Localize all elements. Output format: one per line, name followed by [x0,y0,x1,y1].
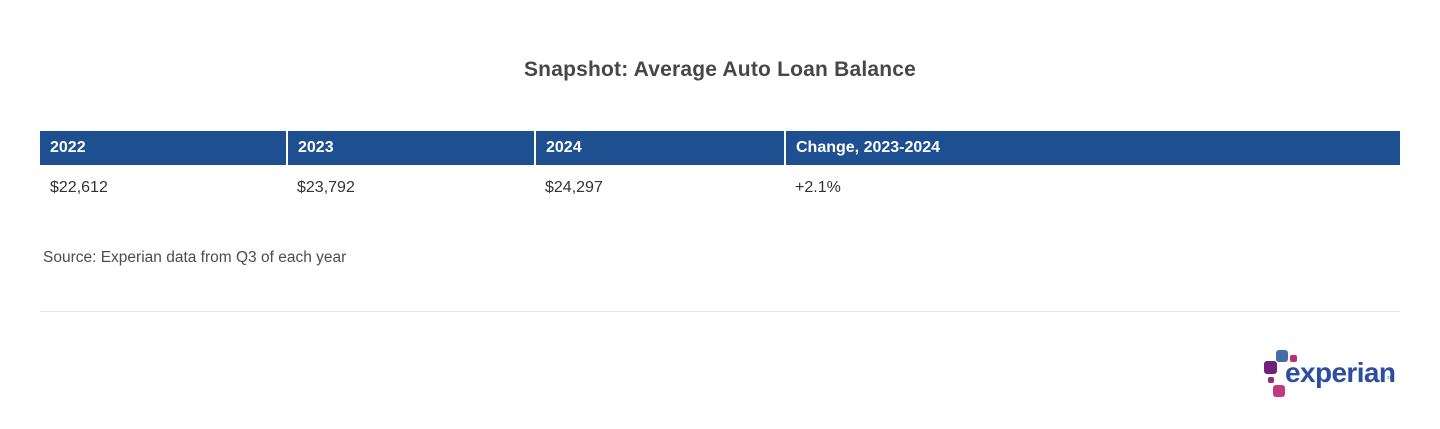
column-header-2024: 2024 [534,131,785,165]
logo-marque-magenta-square-icon [1290,355,1297,362]
table-row: $22,612 $23,792 $24,297 +2.1% [40,165,1400,207]
experian-logo: experian ™ [1262,344,1402,406]
logo-marque-magenta-dot-icon [1268,377,1274,383]
column-header-2022: 2022 [40,131,287,165]
column-header-2023: 2023 [286,131,535,165]
auto-loan-balance-table: 2022 2023 2024 Change, 2023-2024 $22,612… [40,131,1400,207]
trademark-symbol: ™ [1386,375,1394,384]
experian-wordmark: experian [1285,357,1396,388]
value-2024: $24,297 [535,165,785,207]
page-title: Snapshot: Average Auto Loan Balance [523,58,917,81]
value-2023: $23,792 [287,165,535,207]
logo-marque-pink-square-icon [1273,385,1285,397]
table-header-row: 2022 2023 2024 Change, 2023-2024 [40,131,1400,165]
source-note: Source: Experian data from Q3 of each ye… [43,249,347,266]
logo-marque-blue-square-icon [1276,350,1288,362]
value-2022: $22,612 [40,165,287,207]
divider [40,311,1400,312]
logo-marque-purple-square-icon [1264,361,1277,374]
value-change: +2.1% [785,165,1400,207]
column-header-change: Change, 2023-2024 [784,131,1400,165]
